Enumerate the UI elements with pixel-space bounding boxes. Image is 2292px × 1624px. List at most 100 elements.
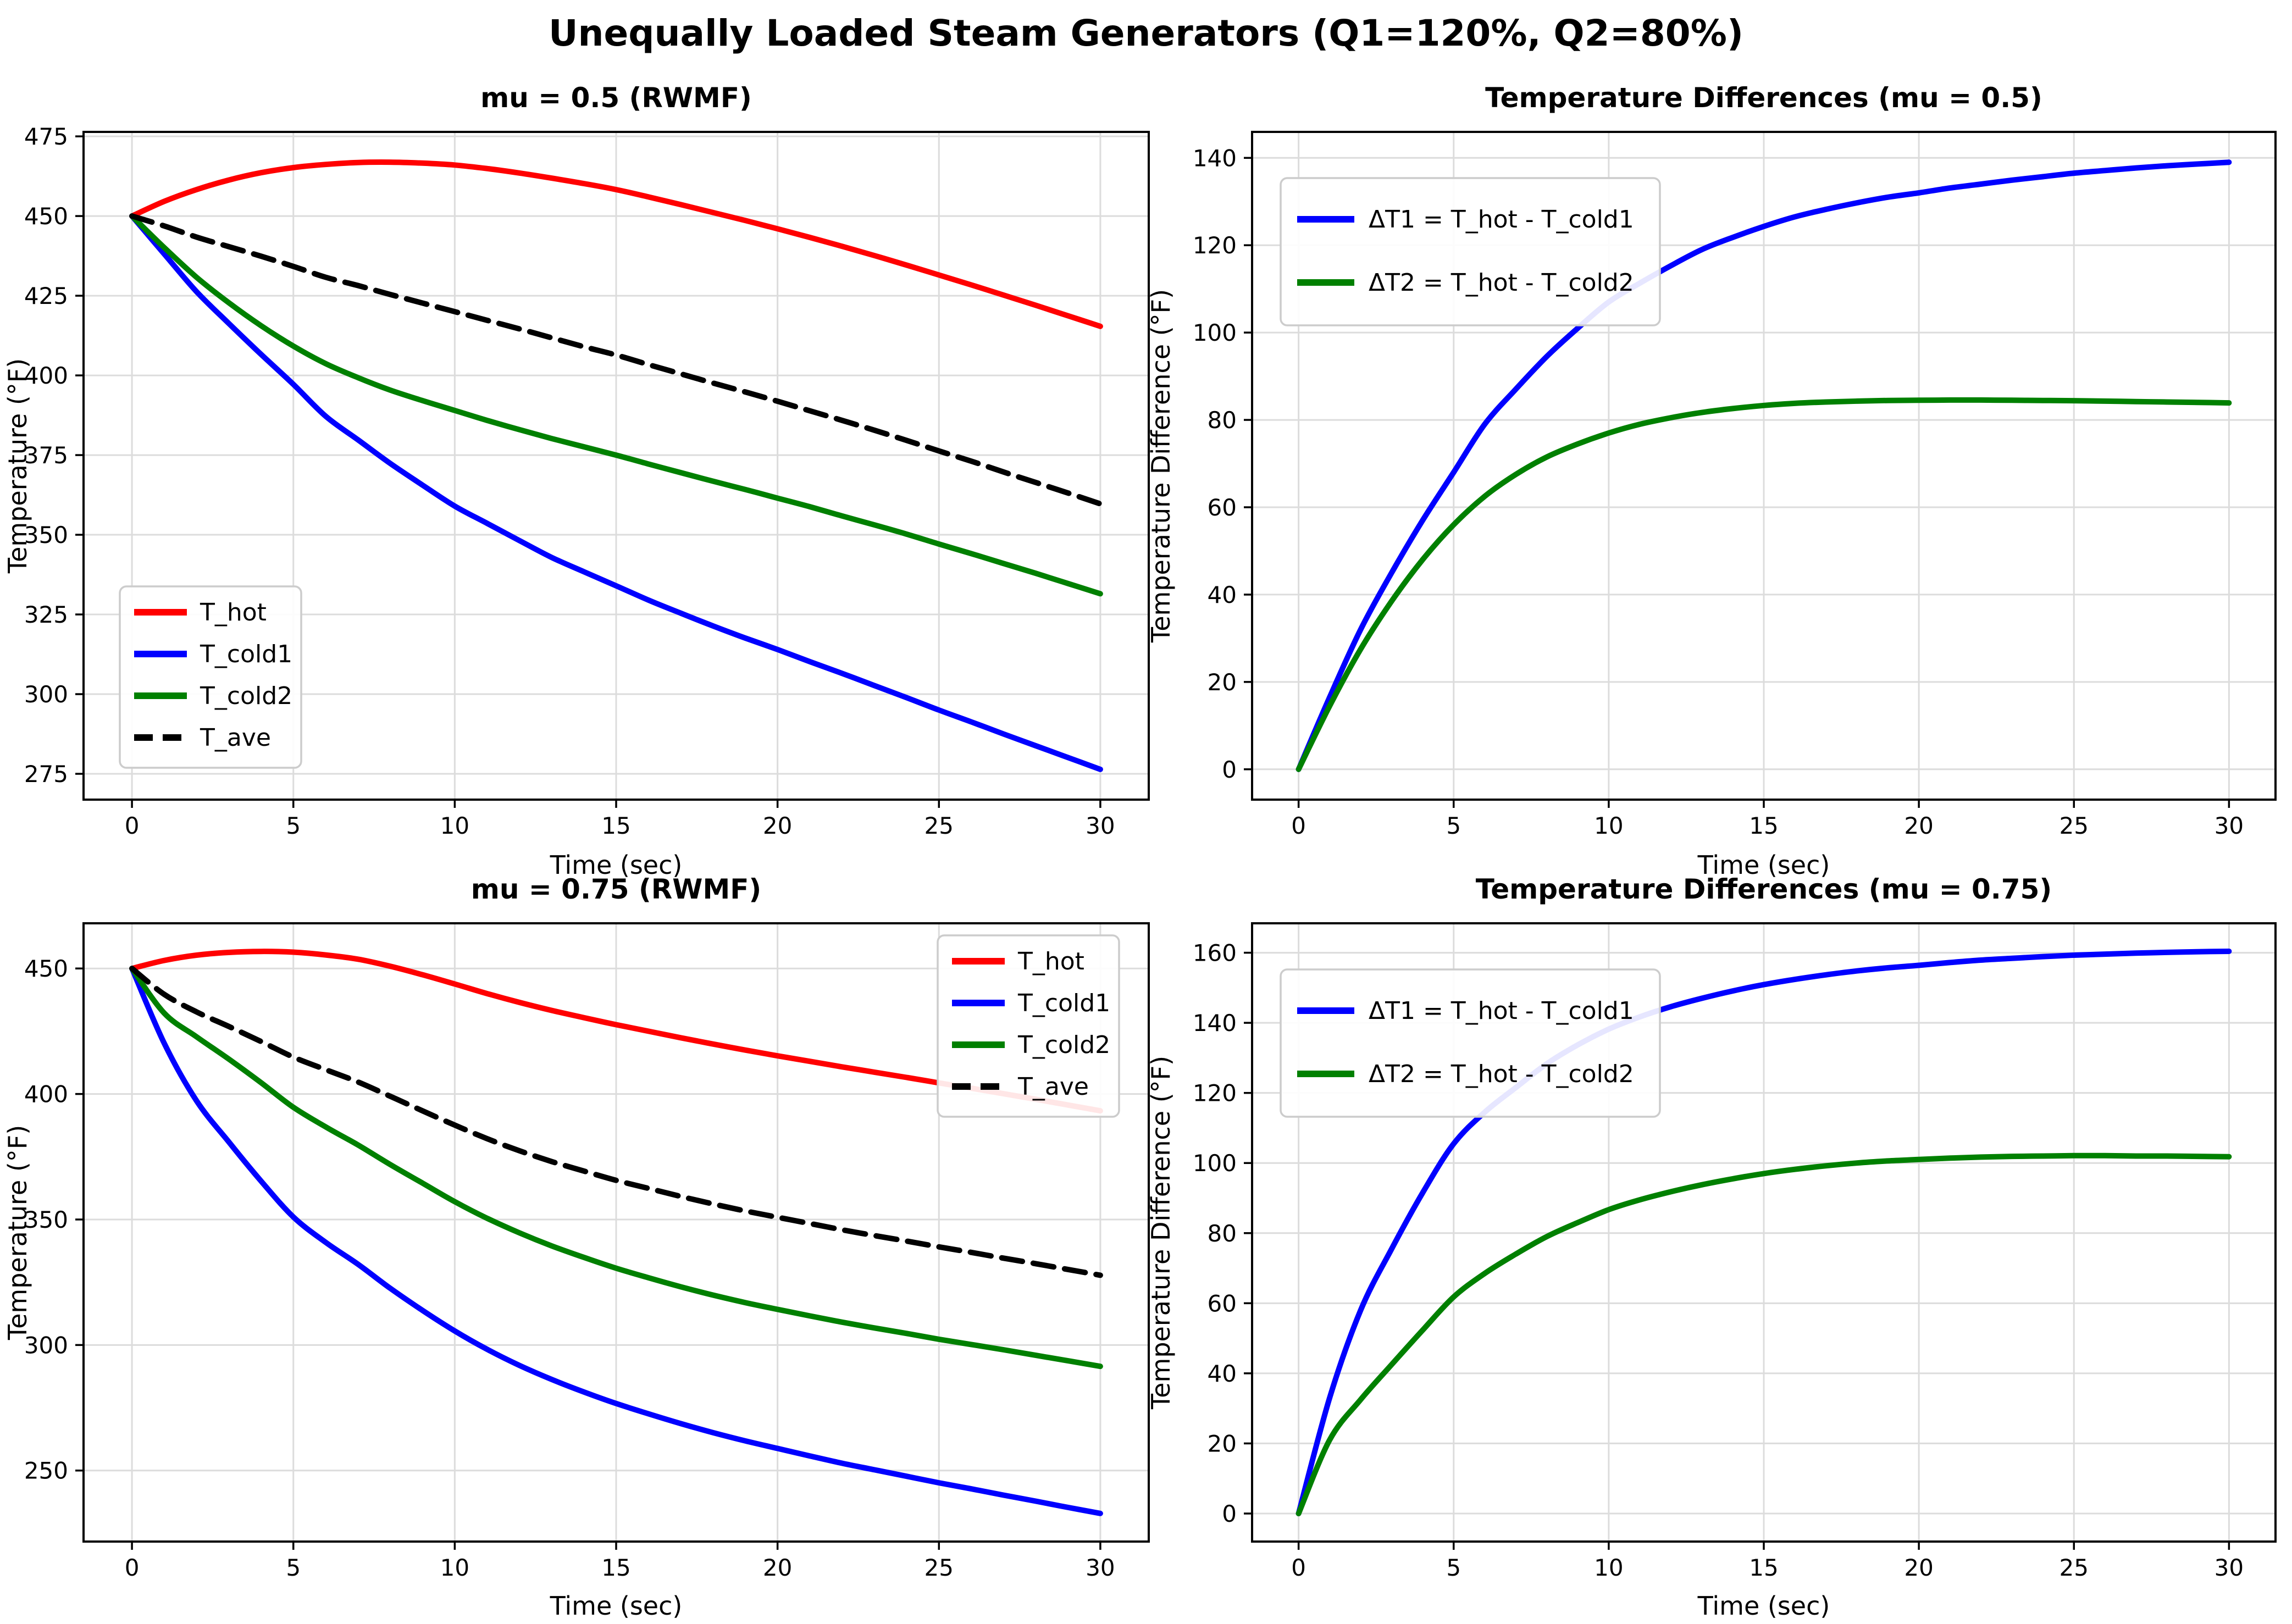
y-tick-label: 100 [1193, 1150, 1237, 1177]
x-tick-label: 20 [763, 812, 792, 839]
legend-label-1: T_cold1 [1017, 989, 1110, 1017]
legend-box [937, 934, 1120, 1118]
y-tick-label: 100 [1193, 319, 1237, 346]
x-tick-label: 25 [2060, 812, 2089, 839]
series-line-1 [129, 213, 1103, 772]
legend-label-3: T_ave [1017, 1073, 1089, 1101]
x-axis-label: Time (sec) [550, 850, 683, 880]
subplot-title: mu = 0.5 (RWMF) [480, 82, 752, 114]
x-tick-label: 20 [1904, 1554, 1933, 1581]
y-tick-label: 400 [24, 362, 68, 389]
legend-label-2: T_cold2 [200, 682, 292, 710]
y-tick-label: 60 [1208, 1290, 1237, 1317]
subplot-2: 0 5 10 15 20 25 30 250 300 350 400 450 mu = 0.75 (RW… [3, 873, 1150, 1621]
x-tick-label: 5 [286, 812, 301, 839]
y-tick-label: 140 [1193, 145, 1237, 171]
x-tick-label: 0 [125, 812, 140, 839]
y-tick-label: 400 [24, 1081, 68, 1108]
subplot-title: Temperature Differences (mu = 0.5) [1485, 82, 2042, 114]
subplot-title: Temperature Differences (mu = 0.75) [1476, 873, 2052, 905]
x-axis-label: Time (sec) [550, 1591, 683, 1621]
y-tick-label: 40 [1208, 1360, 1237, 1387]
y-tick-label: 475 [24, 123, 68, 150]
x-tick-label: 10 [1594, 1554, 1623, 1581]
y-axis-label: Temperature Difference (°F) [1146, 1056, 1176, 1410]
ticks: 0 5 10 15 20 25 30 0 20 40 60 80 100 120 140 160 [1193, 940, 2244, 1581]
y-tick-label: 60 [1208, 494, 1237, 521]
y-tick-label: 140 [1193, 1010, 1237, 1037]
x-tick-label: 15 [601, 1554, 630, 1581]
y-axis-label: Temperature Difference (°F) [1146, 289, 1176, 643]
legend-label-1: ΔT2 = T_hot - T_cold2 [1369, 1060, 1634, 1088]
x-tick-label: 10 [440, 812, 469, 839]
series-line-0 [129, 159, 1103, 329]
x-tick-label: 5 [1446, 1554, 1461, 1581]
y-tick-label: 450 [24, 203, 68, 230]
y-tick-label: 120 [1193, 1080, 1237, 1107]
x-tick-label: 15 [601, 812, 630, 839]
y-tick-label: 20 [1208, 1430, 1237, 1457]
legend-label-0: ΔT1 = T_hot - T_cold1 [1369, 997, 1634, 1025]
series-line-3 [129, 966, 1103, 1278]
series-line-1 [129, 966, 1103, 1516]
x-tick-label: 15 [1749, 812, 1778, 839]
x-tick-label: 5 [1446, 812, 1461, 839]
x-tick-label: 5 [286, 1554, 301, 1581]
legend-box [1280, 177, 1661, 326]
x-tick-label: 25 [924, 812, 954, 839]
subplot-0: 0 5 10 15 20 25 30 275 300 325 350 375 400 425 450 475 m… [3, 82, 1150, 880]
y-tick-label: 20 [1208, 669, 1237, 696]
y-tick-label: 425 [24, 282, 68, 309]
subplot-3: 0 5 10 15 20 25 30 0 20 40 60 80 100 120 140 160 Tempera… [1146, 873, 2277, 1621]
legend: T_hot T_cold1 T_cold2 T_ave [119, 585, 302, 769]
legend-label-2: T_cold2 [1017, 1031, 1110, 1059]
subplot-1: 0 5 10 15 20 25 30 0 20 40 60 80 100 120 140 Temperatur… [1146, 82, 2277, 880]
series-line-0 [1296, 159, 2232, 772]
x-tick-label: 25 [2060, 1554, 2089, 1581]
series-line-2 [129, 213, 1103, 597]
x-axis-label: Time (sec) [1697, 850, 1830, 880]
y-tick-label: 0 [1222, 1500, 1237, 1527]
x-tick-label: 30 [1086, 1554, 1115, 1581]
ticks: 0 5 10 15 20 25 30 0 20 40 60 80 100 120 140 [1193, 145, 2244, 839]
y-tick-label: 250 [24, 1457, 68, 1484]
x-tick-label: 10 [440, 1554, 469, 1581]
figure-suptitle: Unequally Loaded Steam Generators (Q1=12… [548, 12, 1744, 54]
x-tick-label: 30 [2215, 1554, 2244, 1581]
series-line-2 [129, 966, 1103, 1370]
legend-label-0: T_hot [1017, 947, 1084, 975]
x-tick-label: 15 [1749, 1554, 1778, 1581]
legend-label-0: ΔT1 = T_hot - T_cold1 [1369, 206, 1634, 234]
x-tick-label: 0 [1291, 1554, 1306, 1581]
legend-label-1: T_cold1 [200, 640, 292, 668]
y-tick-label: 300 [24, 1332, 68, 1359]
y-tick-label: 0 [1222, 756, 1237, 783]
y-tick-label: 80 [1208, 1220, 1237, 1247]
legend-label-3: T_ave [200, 724, 271, 752]
x-axis-label: Time (sec) [1697, 1591, 1830, 1621]
y-tick-label: 325 [24, 601, 68, 628]
y-tick-label: 350 [24, 522, 68, 548]
y-tick-label: 300 [24, 681, 68, 708]
legend-label-0: T_hot [200, 598, 267, 627]
series-line-3 [129, 213, 1103, 507]
y-tick-label: 450 [24, 955, 68, 982]
y-tick-label: 275 [24, 761, 68, 788]
y-tick-label: 375 [24, 442, 68, 469]
x-tick-label: 0 [1291, 812, 1306, 839]
ticks: 0 5 10 15 20 25 30 250 300 350 400 450 [24, 955, 1115, 1581]
legend: T_hot T_cold1 T_cold2 T_ave [937, 934, 1120, 1118]
y-axis-label: Temperature (°F) [3, 358, 32, 574]
x-tick-label: 25 [924, 1554, 954, 1581]
x-tick-label: 0 [125, 1554, 140, 1581]
legend-box [1280, 968, 1661, 1118]
x-tick-label: 30 [2215, 812, 2244, 839]
y-tick-label: 40 [1208, 581, 1237, 608]
series-line-1 [1296, 397, 2232, 772]
series-line-1 [1296, 1152, 2232, 1516]
series-line-0 [1296, 949, 2232, 1516]
legend: ΔT1 = T_hot - T_cold1 ΔT2 = T_hot - T_col… [1280, 968, 1661, 1118]
legend-label-1: ΔT2 = T_hot - T_cold2 [1369, 269, 1634, 297]
